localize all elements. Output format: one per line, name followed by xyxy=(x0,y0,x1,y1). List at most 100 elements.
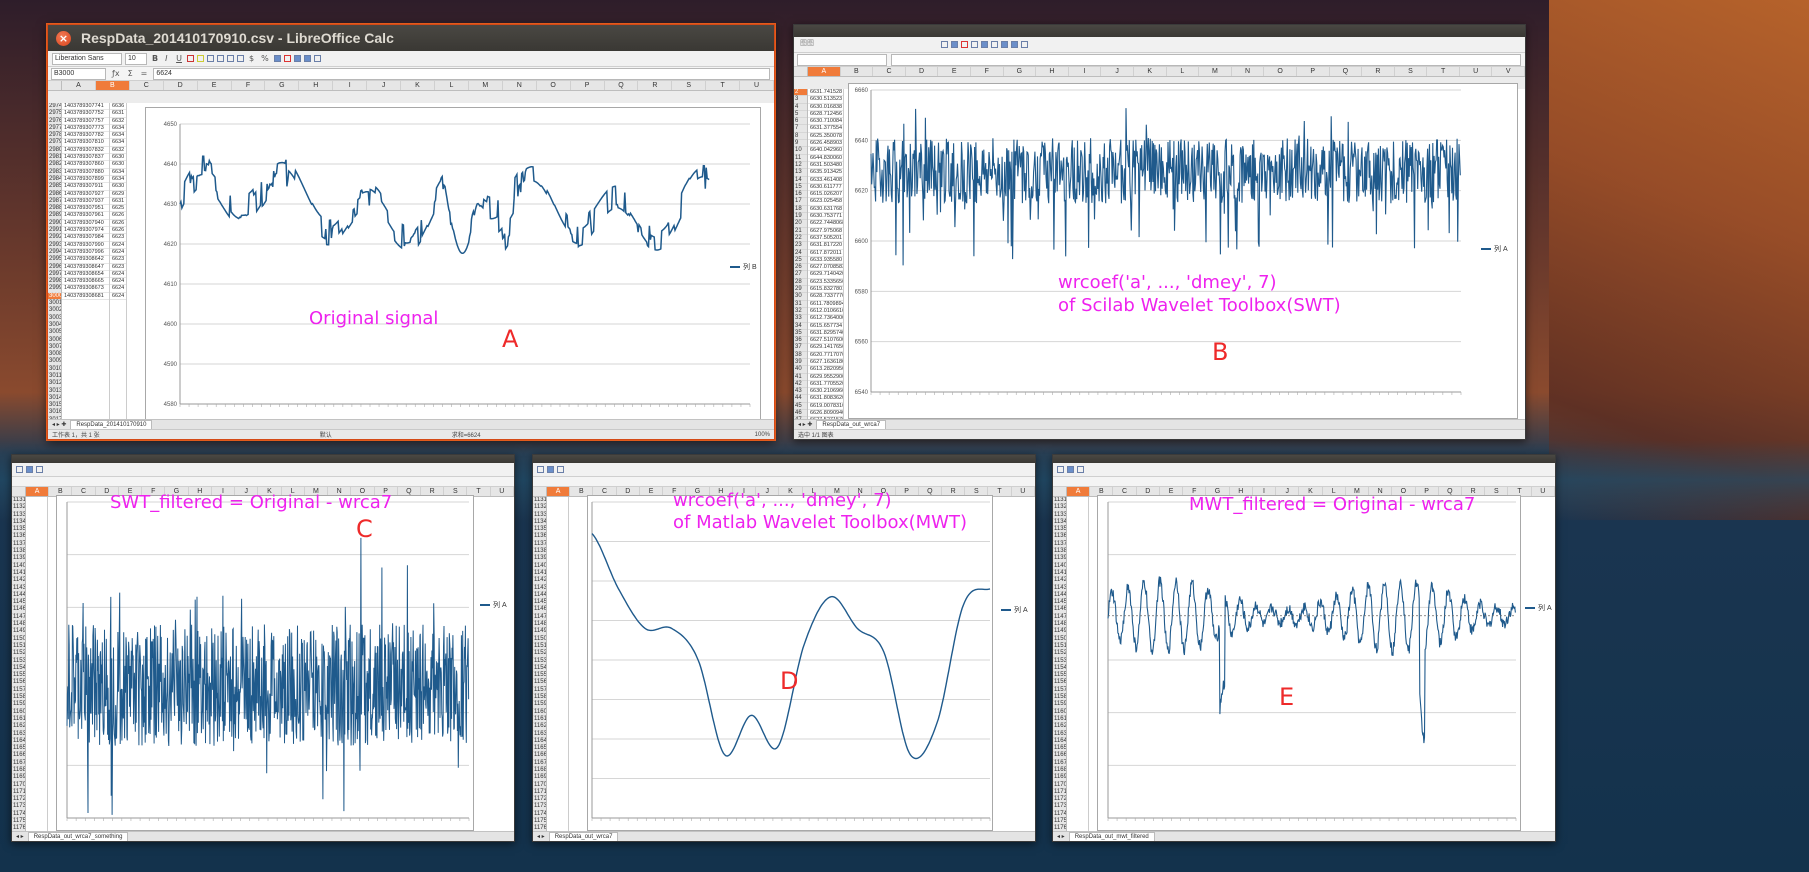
row-header[interactable]: 1145 xyxy=(12,599,26,607)
row-header[interactable]: 2988 xyxy=(48,205,62,213)
row-header[interactable]: 16 xyxy=(794,191,807,199)
column-header[interactable]: T xyxy=(1427,67,1460,76)
cell[interactable]: 6624 xyxy=(110,285,126,293)
row-header[interactable]: 28 xyxy=(794,279,807,287)
cell[interactable]: 1403789307961 xyxy=(62,212,109,220)
row-header[interactable]: 1170 xyxy=(12,781,26,789)
row-header[interactable]: 26 xyxy=(794,264,807,272)
cell[interactable]: 6627.0708583 xyxy=(808,264,844,272)
font-name-box[interactable]: 图图 xyxy=(800,39,814,47)
row-header[interactable]: 1171 xyxy=(533,788,547,797)
row-header[interactable]: 1150 xyxy=(1053,635,1067,643)
column-header[interactable]: G xyxy=(686,487,710,496)
row-header[interactable]: 1152 xyxy=(12,650,26,658)
column-header[interactable]: Q xyxy=(1439,487,1462,496)
column-header[interactable]: M xyxy=(305,487,329,496)
name-box[interactable] xyxy=(797,53,887,66)
row-header[interactable]: 1142 xyxy=(533,577,547,585)
cell[interactable]: 6636 xyxy=(110,103,126,111)
cell[interactable]: 6622.7448068 xyxy=(808,220,844,228)
row-header[interactable]: 1149 xyxy=(533,628,547,636)
cell[interactable]: 6624 xyxy=(110,278,126,286)
cell[interactable]: 1403789307911 xyxy=(62,183,109,191)
row-header[interactable]: 3000 xyxy=(48,292,62,301)
row-header[interactable]: 1175 xyxy=(1053,818,1067,826)
row-header[interactable]: 1134 xyxy=(12,518,26,527)
row-header[interactable]: 14 xyxy=(794,177,807,184)
cell[interactable]: 6634 xyxy=(110,175,126,184)
column-header[interactable]: B xyxy=(1090,487,1114,496)
row-header[interactable]: 2995 xyxy=(48,256,62,264)
cell[interactable]: 6630 xyxy=(110,154,126,162)
row-header[interactable]: 1170 xyxy=(1053,781,1067,789)
row-header[interactable]: 1168 xyxy=(533,766,547,775)
column-header[interactable]: B xyxy=(95,81,130,90)
cell[interactable]: 6625 xyxy=(110,205,126,213)
column-header[interactable]: J xyxy=(1276,487,1300,496)
row-header[interactable]: 2982 xyxy=(48,161,62,169)
column-header[interactable]: R xyxy=(942,487,966,496)
row-header[interactable]: 1174 xyxy=(12,810,26,819)
row-header[interactable]: 1144 xyxy=(1053,591,1067,600)
row-header[interactable]: 3011 xyxy=(48,372,62,381)
row-header[interactable]: 3016 xyxy=(48,409,62,417)
row-header[interactable]: 1173 xyxy=(533,803,547,811)
row-header[interactable]: 1174 xyxy=(533,810,547,819)
column-header[interactable]: I xyxy=(733,487,757,496)
cell[interactable]: 6631.377554 xyxy=(808,125,843,133)
cell[interactable]: 6624 xyxy=(110,241,126,249)
cell[interactable]: 6630 xyxy=(110,161,126,169)
cell[interactable]: 6630.513523 xyxy=(808,96,843,104)
row-header[interactable]: 1139 xyxy=(533,555,547,563)
cell[interactable]: 6620.7717070 xyxy=(808,351,844,359)
cell[interactable]: 6627.1636180 xyxy=(808,358,844,367)
cell[interactable]: 6612.7364000 xyxy=(808,315,844,323)
column-header[interactable]: A xyxy=(26,487,50,496)
sheet-tab[interactable]: RespData_out_mwt_filtered xyxy=(1068,831,1155,841)
row-header[interactable]: 1135 xyxy=(533,526,547,534)
cell[interactable]: 6613.2820950 xyxy=(808,366,844,374)
row-header[interactable]: 44 xyxy=(794,395,807,403)
cell[interactable]: 6631 xyxy=(110,110,126,118)
row-header[interactable]: 2991 xyxy=(48,227,62,235)
font-name-box[interactable]: Liberation Sans xyxy=(52,52,122,65)
row-header[interactable]: 1165 xyxy=(533,745,547,753)
cell[interactable]: 6637.505201 xyxy=(808,234,843,243)
cell[interactable]: 6633.935580 xyxy=(808,256,843,265)
row-header[interactable]: 3003 xyxy=(48,314,62,322)
cell[interactable]: 1403789308665 xyxy=(62,278,109,286)
cell[interactable]: 1403789307752 xyxy=(62,110,109,118)
column-header[interactable]: T xyxy=(1508,487,1532,496)
cell[interactable]: 6628.712456 xyxy=(808,110,843,119)
row-header[interactable]: 30 xyxy=(794,293,807,301)
row-header[interactable]: 2977 xyxy=(48,124,62,133)
row-header[interactable]: 1143 xyxy=(12,584,26,592)
row-header[interactable]: 37 xyxy=(794,344,807,352)
cell[interactable]: 1403789307990 xyxy=(62,242,109,249)
row-header[interactable]: 24 xyxy=(794,250,807,257)
cell[interactable]: 6644.830060 xyxy=(808,154,843,162)
cell[interactable]: 6630.631768 xyxy=(808,205,843,214)
row-header[interactable]: 1134 xyxy=(533,518,547,527)
row-header[interactable]: 1172 xyxy=(1053,796,1067,804)
cell[interactable]: 6617.872011 xyxy=(808,249,843,257)
column-header[interactable]: R xyxy=(421,487,445,496)
row-header[interactable]: 1164 xyxy=(533,737,547,746)
row-header[interactable]: 1138 xyxy=(533,548,547,556)
row-header[interactable]: 1137 xyxy=(533,540,547,549)
row-header[interactable]: 2999 xyxy=(48,285,62,293)
cell[interactable]: 6631.7705520 xyxy=(808,380,844,389)
row-header[interactable]: 1135 xyxy=(12,526,26,534)
row-header[interactable]: 1168 xyxy=(12,766,26,775)
row-header[interactable]: 1171 xyxy=(12,788,26,797)
column-header[interactable]: C xyxy=(1113,487,1137,496)
cell[interactable]: 1403789307899 xyxy=(62,176,109,184)
cell[interactable]: 6630 xyxy=(110,183,126,191)
column-header[interactable]: U xyxy=(1460,67,1493,76)
row-header[interactable]: 1164 xyxy=(12,737,26,746)
cell[interactable]: 6631.741528 xyxy=(808,89,843,97)
cell[interactable]: 6635.913425 xyxy=(808,169,843,177)
column-a-cells[interactable]: 6631.741528 6630.513523 6630.016838 6628.71… xyxy=(808,89,844,421)
